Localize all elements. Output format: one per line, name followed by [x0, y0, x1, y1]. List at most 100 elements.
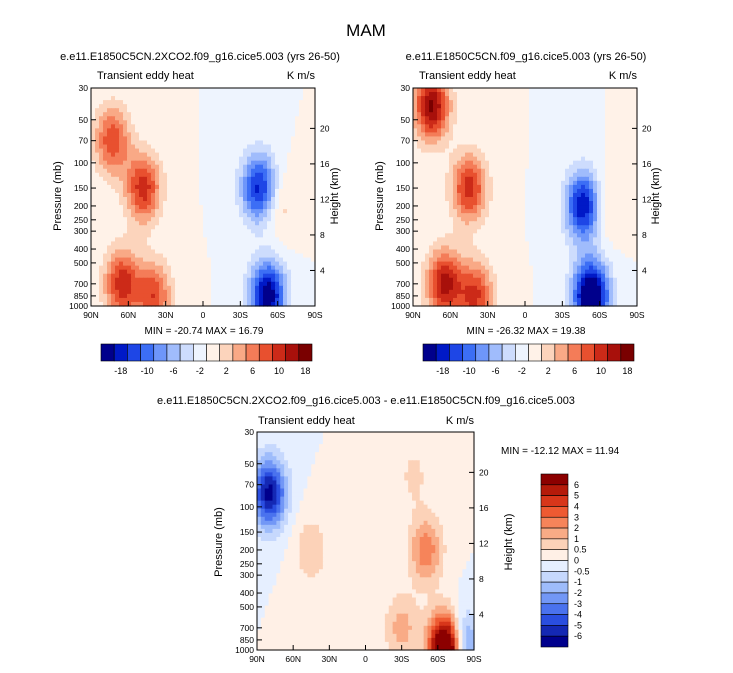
contour-cell — [299, 293, 304, 299]
contour-cell — [199, 277, 204, 283]
contour-cell — [235, 241, 240, 247]
contour-cell — [231, 192, 236, 198]
contour-cell — [493, 148, 498, 154]
contour-cell — [473, 96, 478, 101]
contour-cell — [263, 168, 268, 174]
contour-cell — [131, 112, 136, 117]
contour-cell — [139, 225, 144, 230]
contour-cell — [449, 132, 454, 138]
contour-cell — [183, 257, 188, 263]
contour-cell — [485, 172, 490, 178]
contour-cell — [95, 152, 100, 158]
contour-cell — [561, 172, 566, 178]
contour-cell — [501, 136, 506, 142]
contour-cell — [549, 116, 554, 121]
contour-field — [413, 88, 638, 307]
contour-cell — [275, 281, 280, 287]
contour-cell — [445, 92, 450, 97]
contour-cell — [131, 140, 136, 146]
contour-cell — [259, 201, 264, 206]
contour-cell — [553, 172, 558, 178]
contour-cell — [175, 213, 180, 218]
contour-cell — [581, 100, 586, 105]
contour-cell — [139, 160, 144, 166]
contour-cell — [275, 257, 280, 263]
contour-cell — [139, 281, 144, 287]
contour-cell — [501, 213, 506, 218]
contour-cell — [219, 136, 224, 142]
contour-cell — [155, 261, 160, 267]
contour-cell — [597, 160, 602, 166]
contour-cell — [227, 197, 232, 202]
contour-cell — [243, 116, 248, 121]
contour-cell — [605, 128, 610, 134]
contour-cell — [625, 188, 630, 194]
contour-cell — [259, 277, 264, 283]
contour-cell — [215, 197, 220, 202]
contour-cell — [565, 148, 570, 154]
contour-cell — [437, 140, 442, 146]
contour-cell — [267, 237, 272, 243]
contour-cell — [215, 245, 220, 251]
contour-cell — [279, 168, 284, 174]
contour-cell — [429, 201, 434, 206]
contour-cell — [135, 273, 140, 279]
contour-cell — [267, 88, 272, 93]
contour-cell — [223, 217, 228, 222]
contour-cell — [247, 229, 252, 234]
contour-cell — [453, 152, 458, 158]
contour-cell — [287, 112, 292, 117]
contour-cell — [461, 221, 466, 226]
contour-cell — [111, 148, 116, 154]
contour-cell — [617, 140, 622, 146]
contour-cell — [581, 112, 586, 117]
contour-cell — [465, 104, 470, 109]
contour-cell — [271, 205, 276, 210]
contour-cell — [565, 192, 570, 198]
contour-cell — [151, 289, 156, 295]
contour-cell — [413, 205, 418, 210]
contour-cell — [175, 100, 180, 105]
contour-cell — [433, 160, 438, 166]
contour-cell — [219, 176, 224, 182]
contour-cell — [191, 160, 196, 166]
contour-cell — [231, 217, 236, 222]
contour-cell — [275, 289, 280, 295]
contour-cell — [465, 132, 470, 138]
contour-cell — [585, 88, 590, 93]
contour-cell — [513, 213, 518, 218]
contour-cell — [163, 205, 168, 210]
contour-cell — [299, 176, 304, 182]
contour-cell — [465, 128, 470, 134]
contour-cell — [577, 108, 582, 113]
contour-cell — [95, 88, 100, 93]
contour-cell — [135, 124, 140, 129]
contour-cell — [307, 209, 312, 214]
contour-cell — [417, 184, 422, 190]
contour-cell — [303, 261, 308, 267]
contour-cell — [135, 201, 140, 206]
contour-cell — [215, 88, 220, 93]
contour-cell — [215, 140, 220, 146]
contour-cell — [231, 188, 236, 194]
contour-cell — [127, 144, 132, 150]
contour-cell — [593, 192, 598, 198]
contour-cell — [235, 269, 240, 275]
contour-cell — [275, 261, 280, 267]
contour-cell — [135, 92, 140, 97]
contour-cell — [295, 261, 300, 267]
contour-cell — [311, 289, 316, 295]
contour-cell — [429, 140, 434, 146]
contour-cell — [589, 96, 594, 101]
contour-cell — [211, 217, 216, 222]
contour-cell — [243, 160, 248, 166]
contour-cell — [537, 136, 542, 142]
contour-cell — [445, 180, 450, 186]
contour-cell — [417, 116, 422, 121]
contour-cell — [103, 120, 108, 125]
contour-cell — [263, 88, 268, 93]
contour-cell — [143, 144, 148, 150]
contour-cell — [561, 112, 566, 117]
y-axis-right-label: Height (km) — [329, 168, 341, 225]
contour-cell — [287, 217, 292, 222]
